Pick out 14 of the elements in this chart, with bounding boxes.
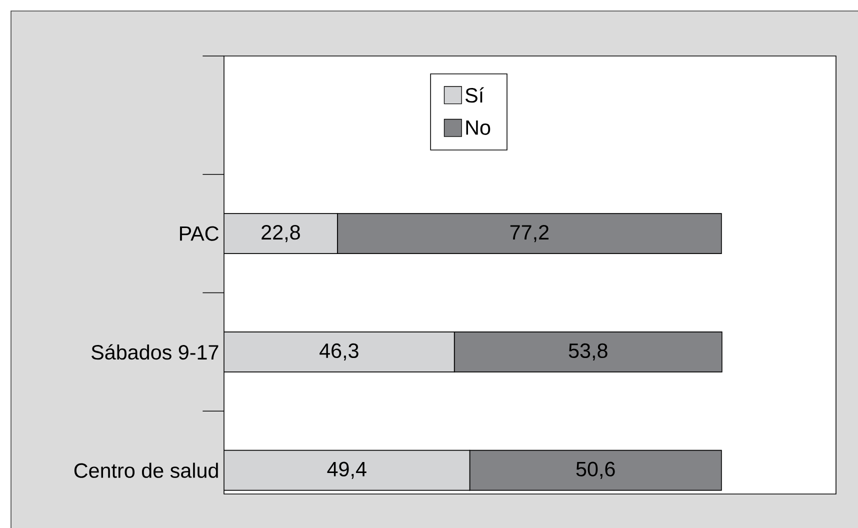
bar [224, 450, 470, 491]
data-label: 22,8 [262, 225, 300, 242]
y-tick-label: Centro de salud [74, 462, 218, 478]
legend-label: Sí [466, 87, 484, 103]
data-label: 53,8 [568, 343, 608, 360]
legend-label: No [466, 120, 490, 135]
bar [224, 213, 338, 254]
data-label: 46,3 [320, 343, 358, 360]
y-tick-label: Sábados 9-17 [92, 344, 218, 360]
data-label: 77,2 [510, 225, 549, 242]
data-label: 50,6 [576, 462, 615, 479]
data-label: 49,4 [327, 462, 366, 479]
y-tick-label: PAC [180, 226, 219, 241]
bar [224, 332, 455, 372]
